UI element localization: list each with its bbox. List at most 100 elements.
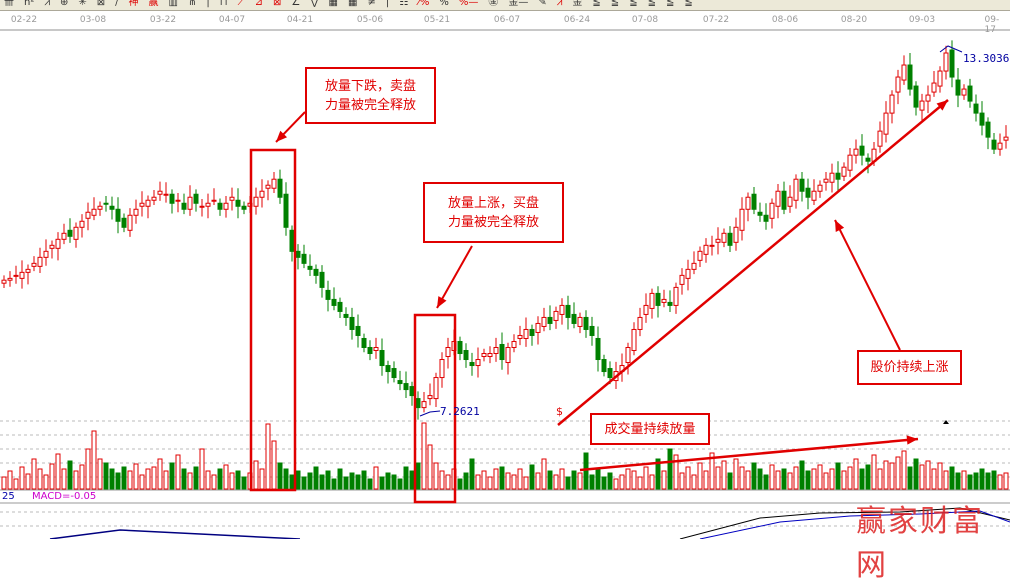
candle-body — [43, 250, 49, 258]
angle-icon[interactable]: ⩘ — [44, 0, 50, 8]
volume-bar — [757, 468, 763, 490]
volume-bar — [289, 474, 295, 490]
candle-body — [325, 289, 331, 300]
candle-body — [283, 193, 289, 228]
divider: | — [206, 0, 210, 8]
angle-line-icon[interactable]: ∠ — [291, 0, 301, 8]
candle-body — [553, 310, 559, 321]
volume-rising-note: 成交量持续放量 — [590, 413, 710, 445]
candle-body — [511, 340, 517, 348]
target-icon[interactable]: ⊕ — [60, 0, 69, 8]
candle-body — [931, 82, 937, 93]
candle-body — [985, 121, 991, 138]
candle-body — [877, 130, 883, 147]
volume-bar — [523, 476, 529, 490]
box-target-icon[interactable]: ⊠ — [96, 0, 106, 8]
candle-body — [217, 202, 223, 210]
line-icon[interactable]: ∕ — [115, 0, 119, 8]
volume-bar — [679, 472, 685, 490]
candle-body — [529, 328, 535, 336]
volume-bar — [907, 466, 913, 490]
tri-line2-icon[interactable]: ≦ — [610, 0, 620, 8]
tri-line3-icon[interactable]: ≦ — [629, 0, 638, 8]
parallel-icon[interactable]: ≠ — [367, 0, 376, 8]
volume-bar — [685, 466, 691, 490]
grid-box-icon[interactable]: ▦ — [328, 0, 338, 8]
volume-bar — [31, 458, 37, 490]
candle-body — [889, 94, 895, 114]
gold-icon[interactable]: 金 — [572, 0, 583, 8]
volume-bar — [187, 472, 193, 490]
volume-bar — [601, 476, 607, 490]
candle-body — [355, 325, 361, 336]
date-tick: 07-08 — [631, 15, 659, 25]
tri-line6-icon[interactable]: ≦ — [684, 0, 693, 8]
candle-body — [637, 316, 643, 330]
candle-body — [31, 262, 37, 267]
candle-body — [859, 145, 865, 156]
candle-body — [445, 346, 451, 358]
date-tick: 06-07 — [493, 15, 521, 25]
coin-icon[interactable]: ㊎ — [488, 0, 499, 8]
candle-body — [697, 250, 703, 261]
percent-icon[interactable]: % — [439, 0, 449, 8]
macd-dif-line — [679, 507, 1010, 539]
wave-icon[interactable]: ⩘ — [556, 0, 563, 8]
table-icon[interactable]: ☷ — [399, 0, 409, 8]
coin-line-icon[interactable]: 金— — [508, 0, 529, 8]
tri-line4-icon[interactable]: ≦ — [647, 0, 656, 8]
circle-target-icon[interactable]: ✳ — [78, 0, 87, 8]
volume-bar — [307, 472, 313, 490]
candle-body — [517, 334, 523, 339]
candle-body — [187, 196, 193, 210]
grid-icon[interactable]: 卌 — [4, 0, 14, 8]
candle-body — [313, 268, 319, 276]
volume-bar — [133, 463, 139, 490]
volume-bar — [109, 468, 115, 490]
volume-bar — [613, 478, 619, 490]
candle-body — [583, 316, 589, 330]
percent-line-icon[interactable]: %— — [458, 0, 479, 8]
candle-body — [19, 271, 25, 279]
date-tick: 04-07 — [218, 15, 246, 25]
macd-left-value: 25 — [2, 491, 15, 502]
god-icon[interactable]: 神 — [128, 0, 139, 8]
fan-cross-icon[interactable]: ⊠ — [272, 0, 282, 8]
volume-bar — [385, 472, 391, 490]
candle-body — [115, 208, 121, 222]
volume-bar — [529, 464, 535, 490]
candle-body — [691, 262, 697, 270]
candle-body — [373, 346, 379, 352]
date-tick: 04-21 — [286, 15, 314, 25]
arrow-to-buy-box — [436, 245, 473, 309]
tri-line5-icon[interactable]: ≦ — [665, 0, 675, 8]
pen-icon[interactable]: ✎ — [538, 0, 547, 8]
candle-body — [535, 322, 541, 333]
tri-line-icon[interactable]: ≦ — [592, 0, 601, 8]
fan-icon[interactable]: ⟋ — [237, 0, 245, 8]
price-trend-arrow-head — [936, 100, 948, 111]
power-icon[interactable]: n² — [24, 0, 35, 8]
volume-bar — [955, 472, 961, 490]
candle-body — [793, 178, 799, 201]
candle-body — [559, 304, 565, 315]
volume-bar — [79, 464, 85, 490]
candle-body — [817, 184, 823, 192]
volume-bar — [859, 468, 865, 490]
win-icon[interactable]: 赢 — [148, 0, 159, 8]
zigzag-icon[interactable]: ⋁ — [310, 0, 319, 8]
volume-bar — [61, 468, 67, 490]
dollar-mark: $ — [556, 405, 563, 418]
candle-body — [457, 340, 463, 355]
fork-icon[interactable]: ⋔ — [188, 0, 197, 8]
fan-box-icon[interactable]: ⊿ — [254, 0, 263, 8]
percent-up-icon[interactable]: ⁄% — [418, 0, 430, 8]
candle-body — [253, 196, 259, 207]
date-tick: 02-22 — [10, 15, 38, 25]
grid-box2-icon[interactable]: ▦ — [347, 0, 358, 8]
volume-bar — [139, 474, 145, 490]
candle-body — [643, 304, 649, 315]
bars-icon[interactable]: ▥ — [168, 0, 178, 8]
period-icon[interactable]: ⊓ — [219, 0, 228, 8]
volume-bar — [427, 444, 433, 490]
